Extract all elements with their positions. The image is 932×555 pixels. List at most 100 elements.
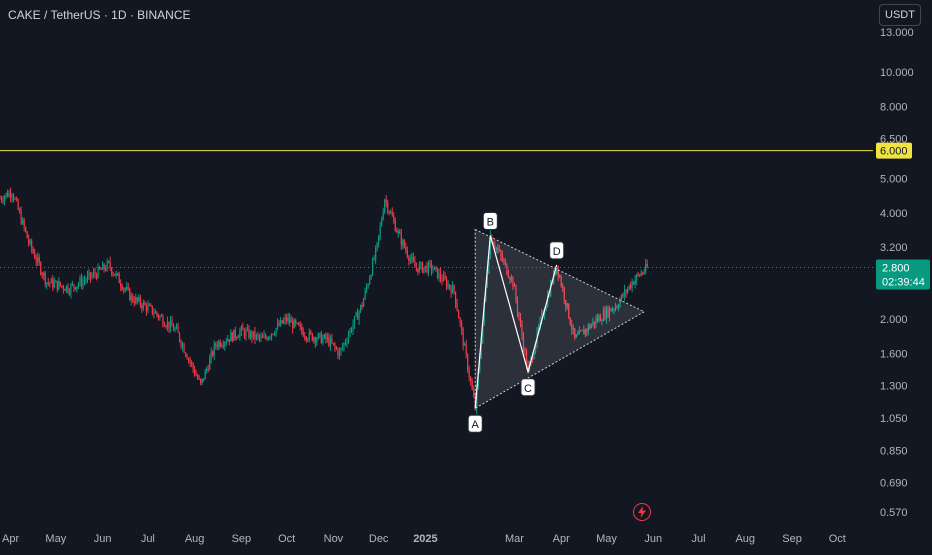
- candle-body: [225, 341, 227, 343]
- candle-body: [378, 235, 380, 243]
- candle-body: [177, 326, 179, 333]
- x-tick-label: Jun: [644, 533, 662, 545]
- candle-body: [243, 330, 246, 337]
- candle-body: [524, 350, 526, 352]
- candle-body: [418, 264, 421, 273]
- candle-body: [219, 341, 221, 347]
- candle-body: [234, 329, 236, 338]
- candle-body: [168, 321, 170, 329]
- candle-body: [584, 329, 586, 335]
- x-tick-label: Sep: [782, 533, 802, 545]
- symbol-title[interactable]: CAKE / TetherUS · 1D · BINANCE: [8, 8, 191, 22]
- candle-body: [258, 335, 261, 338]
- candle-body: [230, 332, 232, 342]
- x-tick-label: Apr: [2, 533, 19, 545]
- candle-body: [210, 351, 212, 359]
- candle-body: [12, 195, 15, 200]
- candle-body: [488, 258, 490, 274]
- candle-body: [328, 336, 330, 346]
- candle-body: [506, 263, 508, 275]
- candle-body: [544, 310, 546, 316]
- candle-body: [633, 281, 635, 285]
- candle-body: [308, 331, 310, 340]
- candle-body: [32, 248, 34, 253]
- candle-body: [429, 262, 431, 264]
- y-tick-label: 0.570: [880, 507, 908, 519]
- level-layer: 6.000 2.800 02:39:44: [0, 142, 930, 290]
- candle-body: [94, 272, 96, 275]
- candle-body: [545, 305, 547, 311]
- candle-body: [614, 306, 617, 310]
- candle-body: [82, 280, 84, 286]
- currency-button[interactable]: USDT: [879, 4, 921, 26]
- y-tick-label: 13.000: [880, 27, 914, 39]
- candle-body: [455, 291, 457, 304]
- candle-body: [59, 281, 61, 286]
- candle-body: [183, 344, 185, 353]
- candle-body: [206, 368, 208, 371]
- candle-body: [105, 269, 107, 271]
- x-tick-label: May: [596, 533, 617, 545]
- candle-body: [539, 319, 541, 328]
- candle-body: [337, 349, 339, 356]
- candle-body: [224, 342, 226, 346]
- candle-body: [100, 269, 102, 271]
- candle-body: [577, 334, 579, 336]
- candle-body: [181, 344, 184, 347]
- candle-body: [465, 344, 467, 355]
- candle-body: [566, 303, 568, 307]
- candle-body: [171, 320, 173, 327]
- candle-body: [432, 269, 434, 271]
- candle-body: [521, 323, 523, 337]
- candle-body: [114, 274, 116, 276]
- candle-body: [22, 219, 24, 224]
- candle-body: [101, 264, 104, 270]
- candle-body: [525, 350, 528, 366]
- candle-body: [602, 310, 605, 321]
- candle-body: [178, 332, 181, 341]
- candle-body: [479, 357, 481, 371]
- candle-body: [467, 354, 469, 371]
- candle-body: [580, 330, 582, 332]
- candle-body: [200, 378, 202, 383]
- candle-body: [519, 318, 522, 324]
- candle-body: [58, 281, 60, 290]
- candle-body: [222, 345, 224, 347]
- candle-body: [249, 331, 252, 338]
- candle-body: [356, 312, 359, 320]
- candle-body: [527, 365, 529, 369]
- candle-body: [384, 199, 386, 213]
- candle-body: [290, 320, 292, 323]
- candle-body: [390, 212, 392, 214]
- candle-body: [492, 242, 494, 246]
- candle-body: [408, 256, 410, 261]
- candle-body: [8, 192, 10, 197]
- candle-body: [501, 255, 503, 261]
- candle-body: [109, 261, 111, 268]
- candle-body: [148, 305, 150, 307]
- candle-body: [476, 386, 478, 410]
- candle-body: [236, 337, 238, 339]
- candle-body: [231, 332, 233, 342]
- candle-body: [144, 302, 146, 305]
- candle-body: [209, 358, 211, 371]
- candle-body: [201, 378, 203, 383]
- candle-body: [295, 319, 297, 324]
- candle-body: [391, 212, 393, 217]
- candle-body: [56, 280, 58, 290]
- candle-body: [95, 274, 98, 278]
- candle-body: [522, 336, 525, 351]
- candle-body: [518, 312, 520, 319]
- candle-body: [403, 240, 405, 248]
- candle-body: [470, 377, 472, 382]
- lightning-bolt-icon[interactable]: [633, 503, 651, 521]
- candle-body: [366, 286, 368, 291]
- candle-body: [112, 273, 114, 275]
- candle-body: [53, 282, 55, 288]
- candle-body: [335, 347, 338, 350]
- candle-body: [273, 333, 276, 335]
- y-tick-label: 5.000: [880, 174, 908, 186]
- candle-body: [382, 212, 384, 220]
